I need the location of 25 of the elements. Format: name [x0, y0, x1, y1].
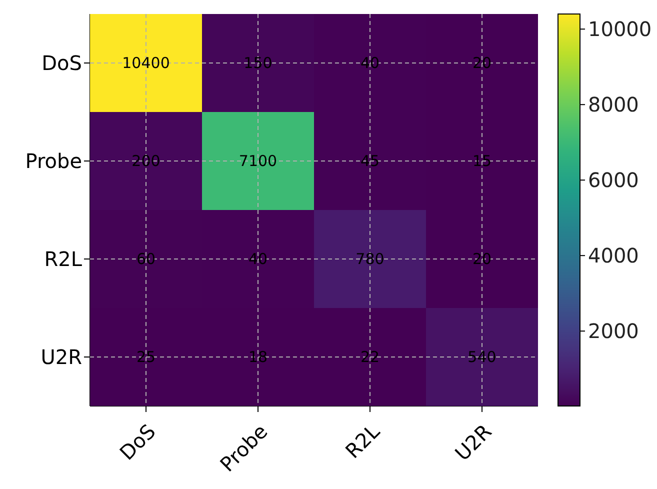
data-label: 20: [472, 250, 492, 268]
y-tick-label: U2R: [40, 345, 82, 370]
y-tick-label: Probe: [25, 149, 82, 174]
data-label: 200: [132, 152, 160, 170]
x-tick-label: U2R: [450, 419, 496, 466]
color-bar-label: 10000: [588, 17, 652, 42]
color-bar-label: 4000: [588, 244, 639, 268]
color-bar-label: 2000: [588, 319, 639, 344]
y-tick-label: DoS: [42, 51, 82, 76]
data-label: 10400: [122, 54, 170, 72]
y-tick-label: R2L: [44, 247, 83, 272]
data-label: 540: [468, 348, 496, 366]
x-tick-label: R2L: [340, 418, 385, 463]
data-label: 40: [248, 250, 268, 268]
data-label: 25: [136, 348, 156, 366]
color-bar-label: 6000: [588, 168, 639, 192]
data-label: 60: [136, 250, 156, 268]
data-label: 20: [472, 54, 492, 72]
data-label: 40: [360, 54, 380, 72]
data-label: 780: [356, 250, 384, 268]
data-label: 150: [244, 54, 272, 72]
data-label: 22: [360, 348, 380, 366]
data-label: 7100: [238, 152, 278, 170]
data-label: 45: [360, 152, 380, 170]
color-bar-label: 8000: [588, 92, 639, 117]
